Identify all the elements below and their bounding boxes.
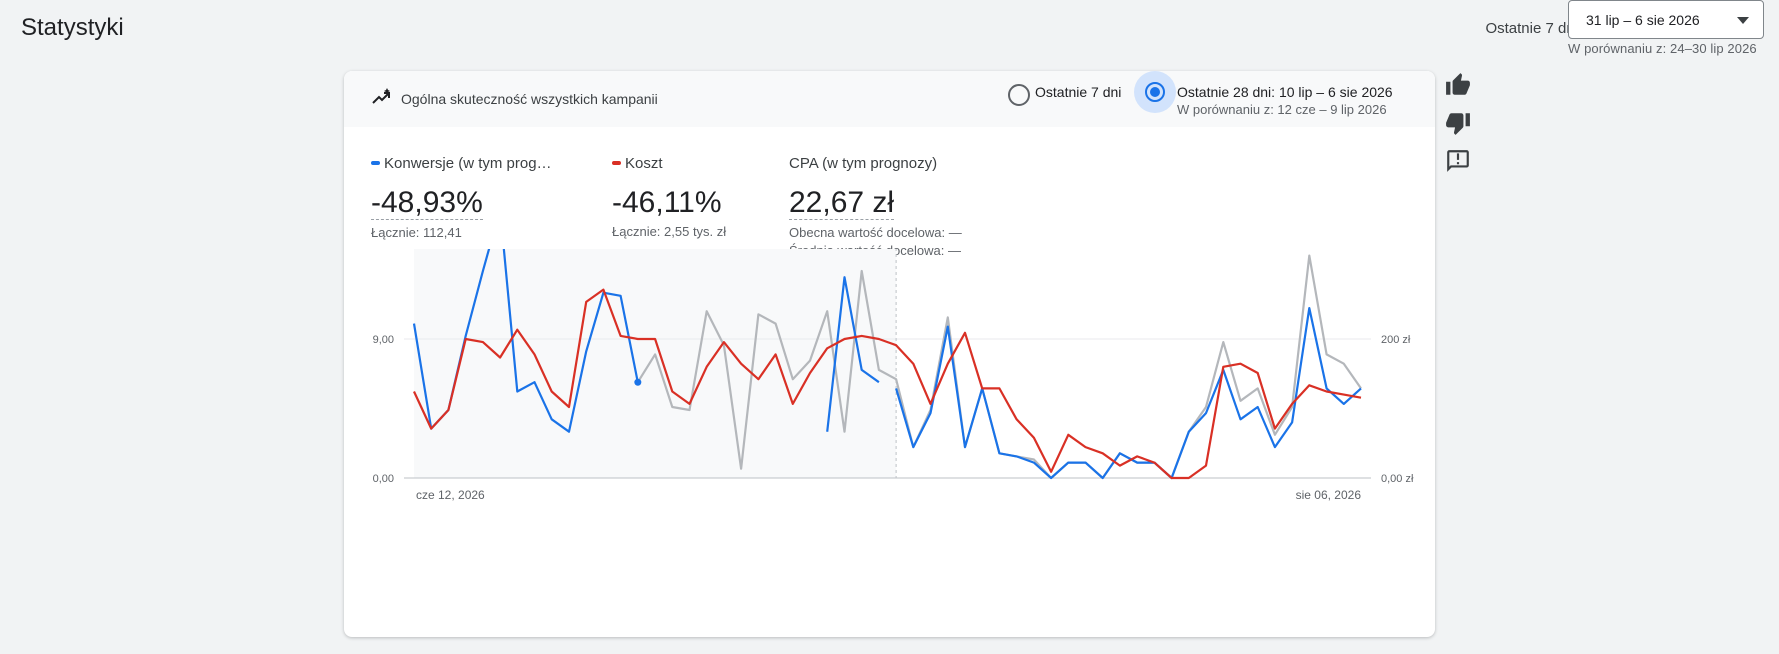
date-range-compare: W porównaniu z: 24–30 lip 2026: [1568, 41, 1757, 56]
metric-cost-name: Koszt: [625, 155, 663, 172]
y-right-tick: 200 zł: [1381, 334, 1411, 346]
metric-cost[interactable]: Koszt -46,11% Łącznie: 2,55 tys. zł: [612, 155, 726, 241]
thumb-up-icon[interactable]: [1445, 72, 1475, 102]
metric-conversions[interactable]: Konwersje (w tym prog… -48,93% Łącznie: …: [371, 155, 552, 242]
metric-cpa-value: 22,67 zł: [789, 186, 895, 220]
x-start-label: cze 12, 2026: [416, 488, 485, 502]
date-range-value: 31 lip – 6 sie 2026: [1586, 12, 1700, 28]
radio-last-7-days-label[interactable]: Ostatnie 7 dni: [1035, 84, 1122, 100]
card-header: Ogólna skuteczność wszystkich kampanii O…: [344, 71, 1435, 127]
series-line: [413, 288, 1362, 480]
metric-conversions-value: -48,93%: [371, 186, 483, 220]
metric-cpa-name: CPA (w tym prognozy): [789, 155, 938, 172]
y-left-tick: 0,00: [373, 473, 394, 485]
radio-last-7-days[interactable]: [1003, 79, 1033, 109]
chevron-down-icon: [1737, 17, 1749, 24]
feedback-icon[interactable]: [1445, 148, 1475, 178]
metric-conversions-name: Konwersje (w tym prog…: [384, 155, 552, 172]
page-title: Statystyki: [21, 14, 124, 41]
metric-cpa[interactable]: CPA (w tym prognozy) 22,67 zł Obecna war…: [789, 155, 962, 260]
y-right-tick: 0,00 zł: [1381, 473, 1414, 485]
conversions-swatch: [371, 161, 380, 166]
comparison-region: [414, 249, 897, 478]
date-range-select[interactable]: 31 lip – 6 sie 2026: [1568, 0, 1764, 39]
series-line: [826, 276, 880, 432]
performance-card: Ogólna skuteczność wszystkich kampanii O…: [344, 71, 1435, 637]
radio-last-28-days-compare: W porównaniu z: 12 cze – 9 lip 2026: [1177, 102, 1387, 117]
side-actions: [1445, 72, 1475, 186]
y-left-tick: 9,00: [373, 334, 394, 346]
radio-last-28-days[interactable]: [1145, 82, 1165, 102]
date-range-label: Ostatnie 7 dni: [1485, 20, 1578, 37]
trending-up-icon: [372, 88, 390, 104]
metric-cpa-target-current: Obecna wartość docelowa: —: [789, 225, 962, 240]
cost-swatch: [612, 161, 621, 166]
thumb-down-icon[interactable]: [1445, 110, 1475, 140]
x-end-label: sie 06, 2026: [1296, 488, 1362, 502]
metric-cost-value: -46,11%: [612, 186, 722, 219]
metric-conversions-total: Łącznie: 112,41: [371, 225, 462, 240]
series-line: [895, 307, 1362, 480]
metric-cost-total: Łącznie: 2,55 tys. zł: [612, 224, 727, 239]
radio-last-28-days-label[interactable]: Ostatnie 28 dni: 10 lip – 6 sie 2026: [1177, 84, 1393, 100]
card-title: Ogólna skuteczność wszystkich kampanii: [401, 91, 658, 107]
performance-chart: 10.0718,009,000,00400 zł200 zł0,00 złcze…: [373, 249, 1414, 502]
data-marker: [634, 378, 642, 386]
